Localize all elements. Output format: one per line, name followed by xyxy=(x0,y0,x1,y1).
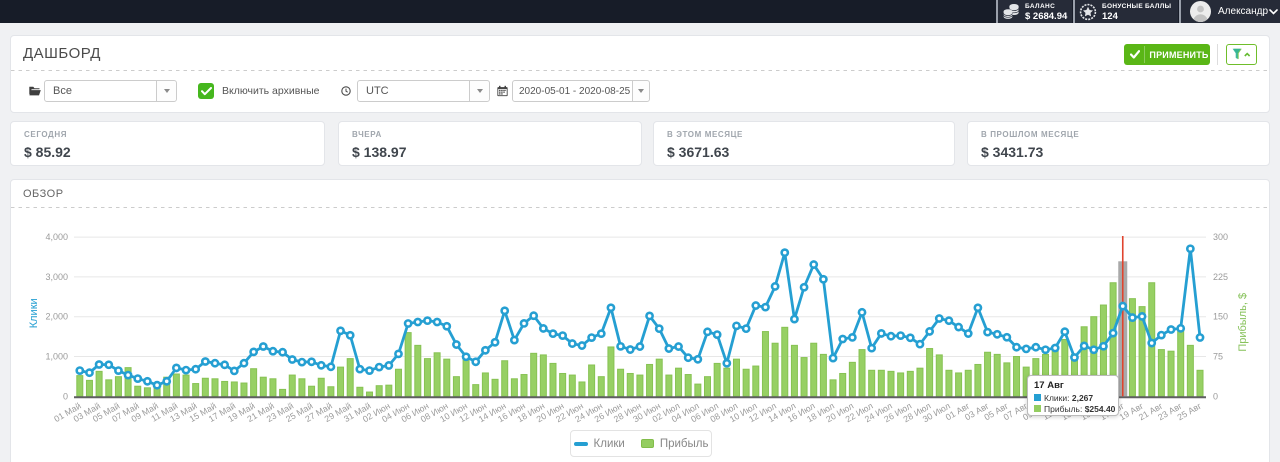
svg-text:0: 0 xyxy=(1213,391,1218,401)
svg-text:1,000: 1,000 xyxy=(45,352,68,362)
svg-text:2,000: 2,000 xyxy=(45,312,68,322)
svg-text:225: 225 xyxy=(1213,272,1228,282)
svg-text:150: 150 xyxy=(1213,312,1228,322)
svg-text:0: 0 xyxy=(63,391,68,401)
svg-text:300: 300 xyxy=(1213,232,1228,242)
svg-text:3,000: 3,000 xyxy=(45,272,68,282)
svg-text:Клики: Клики xyxy=(28,298,40,328)
svg-text:4,000: 4,000 xyxy=(45,232,68,242)
svg-text:75: 75 xyxy=(1213,352,1223,362)
svg-text:Прибыль, $: Прибыль, $ xyxy=(1237,293,1249,352)
